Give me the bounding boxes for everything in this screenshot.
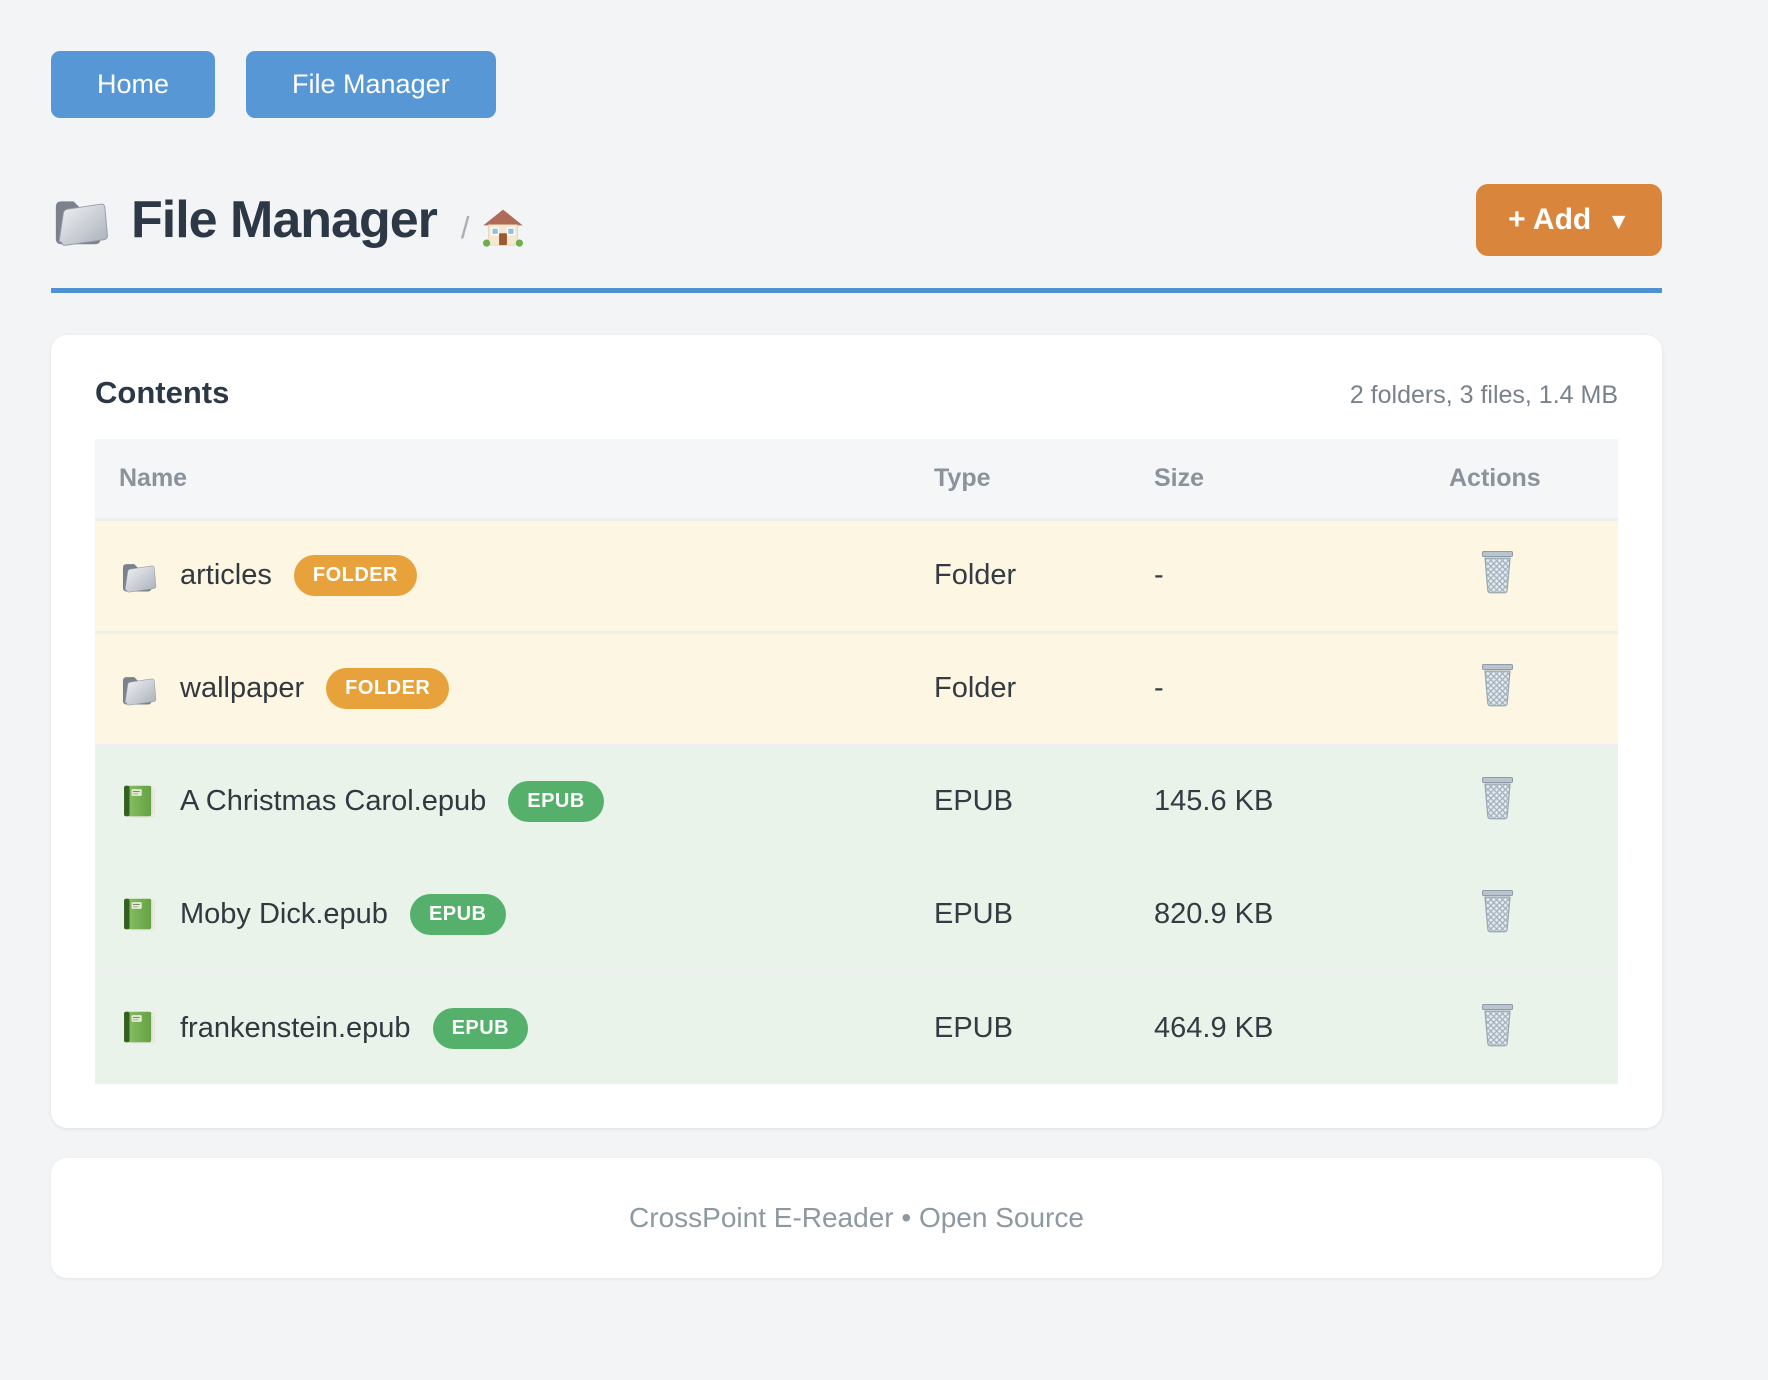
size-cell: 464.9 KB	[1153, 969, 1448, 1084]
add-button-label: + Add	[1508, 203, 1592, 236]
green-book-icon	[120, 782, 158, 822]
folder-row[interactable]: wallpaper FOLDER Folder -	[95, 630, 1618, 745]
name-cell: Moby Dick.epub EPUB	[96, 894, 932, 935]
type-cell: Folder	[933, 517, 1153, 632]
file-row[interactable]: A Christmas Carol.epub EPUB EPUB 145.6 K…	[95, 743, 1618, 858]
delete-button[interactable]	[1479, 775, 1516, 820]
file-row[interactable]: Moby Dick.epub EPUB EPUB 820.9 KB	[95, 856, 1618, 971]
delete-button[interactable]	[1479, 549, 1516, 594]
name-cell: articles FOLDER	[96, 555, 932, 596]
folder-icon	[120, 556, 158, 596]
top-nav: Home File Manager	[51, 0, 1662, 118]
column-header-actions: Actions	[1448, 439, 1618, 519]
contents-summary: 2 folders, 3 files, 1.4 MB	[1349, 381, 1618, 409]
page-container: Home File Manager File Manager / + Add ▼…	[51, 0, 1662, 1278]
item-name: articles	[180, 559, 272, 591]
file-manager-nav-button[interactable]: File Manager	[246, 51, 496, 118]
name-cell: wallpaper FOLDER	[96, 668, 932, 709]
file-row[interactable]: frankenstein.epub EPUB EPUB 464.9 KB	[95, 969, 1618, 1084]
folder-badge: FOLDER	[326, 668, 450, 709]
type-cell: EPUB	[933, 743, 1153, 858]
contents-card: Contents 2 folders, 3 files, 1.4 MB Name…	[51, 335, 1662, 1128]
chevron-down-icon: ▼	[1607, 208, 1630, 234]
item-name: Moby Dick.epub	[180, 898, 388, 930]
green-book-icon	[120, 1008, 158, 1048]
page-header: File Manager / + Add ▼	[51, 184, 1662, 256]
folder-icon	[120, 669, 158, 709]
delete-button[interactable]	[1479, 888, 1516, 933]
add-button[interactable]: + Add ▼	[1476, 184, 1662, 256]
contents-card-header: Contents 2 folders, 3 files, 1.4 MB	[95, 375, 1618, 411]
footer-text: CrossPoint E-Reader • Open Source	[629, 1202, 1084, 1233]
folder-icon	[51, 193, 111, 247]
delete-button[interactable]	[1479, 662, 1516, 707]
size-cell: 145.6 KB	[1153, 743, 1448, 858]
column-header-type: Type	[933, 439, 1153, 519]
trash-icon	[1479, 775, 1516, 820]
size-cell: 820.9 KB	[1153, 856, 1448, 971]
name-cell: frankenstein.epub EPUB	[96, 1007, 932, 1049]
home-icon[interactable]	[482, 207, 524, 249]
folder-row[interactable]: articles FOLDER Folder -	[95, 517, 1618, 632]
item-name: wallpaper	[180, 672, 305, 704]
contents-title: Contents	[95, 375, 230, 410]
column-header-size: Size	[1153, 439, 1448, 519]
page-title: File Manager	[131, 191, 438, 249]
item-name: frankenstein.epub	[180, 1011, 411, 1044]
breadcrumb: /	[461, 207, 524, 249]
file-table-header: Name Type Size Actions	[95, 439, 1618, 519]
folder-badge: FOLDER	[293, 555, 418, 596]
type-cell: EPUB	[933, 856, 1153, 971]
item-name: A Christmas Carol.epub	[180, 785, 487, 817]
trash-icon	[1479, 549, 1516, 594]
name-cell: A Christmas Carol.epub EPUB	[96, 781, 932, 822]
green-book-icon	[120, 895, 158, 935]
title-group: File Manager /	[51, 190, 524, 250]
size-cell: -	[1153, 630, 1448, 745]
type-cell: EPUB	[933, 969, 1153, 1084]
epub-badge: EPUB	[409, 894, 506, 935]
title-rule	[51, 288, 1662, 293]
breadcrumb-separator: /	[460, 210, 470, 245]
file-table: Name Type Size Actions articles FOLDER F…	[95, 439, 1618, 1084]
size-cell: -	[1153, 517, 1448, 632]
trash-icon	[1479, 1002, 1516, 1047]
trash-icon	[1479, 888, 1516, 933]
column-header-name: Name	[95, 439, 933, 519]
footer: CrossPoint E-Reader • Open Source	[51, 1158, 1662, 1278]
epub-badge: EPUB	[508, 781, 604, 822]
type-cell: Folder	[933, 630, 1153, 745]
epub-badge: EPUB	[432, 1007, 529, 1049]
home-nav-button[interactable]: Home	[51, 51, 216, 118]
trash-icon	[1479, 662, 1516, 707]
delete-button[interactable]	[1479, 1002, 1516, 1047]
